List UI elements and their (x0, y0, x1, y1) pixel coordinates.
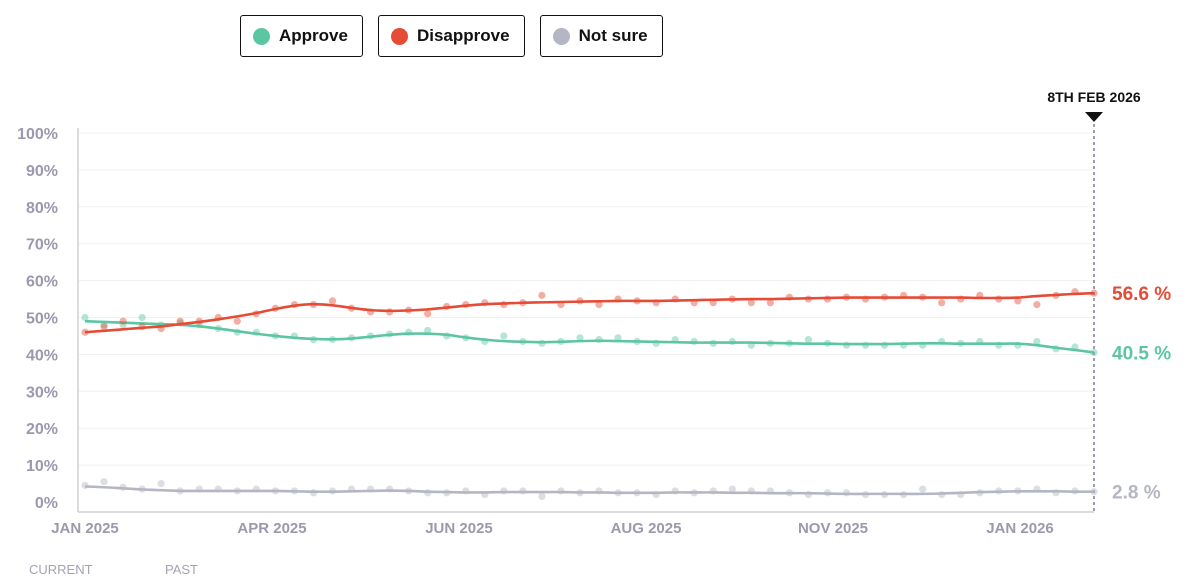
trend-line-approve (84, 319, 1095, 354)
poll-dot (81, 313, 89, 322)
past-tab[interactable]: PAST (165, 562, 198, 577)
y-tick-label: 70% (26, 237, 58, 254)
y-tick-label: 0% (35, 495, 58, 512)
poll-dot (538, 291, 546, 299)
poll-dot (766, 299, 774, 307)
poll-dot (119, 317, 127, 325)
poll-dot (595, 300, 603, 309)
poll-dot (804, 336, 813, 344)
legend-disapprove-button[interactable]: Disapprove (377, 15, 525, 57)
approve-swatch-icon (253, 27, 270, 45)
y-tick-label: 20% (26, 421, 58, 438)
x-tick-label: APR 2025 (237, 520, 306, 537)
poll-dot (1033, 300, 1041, 309)
poll-dot (919, 485, 927, 493)
y-tick-label: 90% (26, 163, 58, 180)
y-tick-label: 40% (26, 347, 58, 364)
legend-approve-button[interactable]: Approve (240, 15, 363, 57)
not-sure-swatch-icon (552, 27, 570, 45)
poll-dot (538, 492, 546, 501)
trend-line-not-sure (84, 485, 1095, 496)
trend-line-disapprove (84, 291, 1095, 334)
x-tick-label: JAN 2025 (51, 520, 119, 537)
legend-label: Approve (279, 26, 348, 45)
x-tick-label: JUN 2025 (425, 520, 493, 537)
poll-dot (728, 485, 736, 493)
poll-dot (576, 334, 584, 342)
poll-dot (328, 297, 337, 305)
poll-dot (1014, 297, 1022, 305)
poll-dot (138, 313, 146, 322)
legend: Approve Disapprove Not sure (240, 15, 663, 57)
marker-triangle-icon (1085, 112, 1103, 122)
poll-dot (157, 479, 165, 488)
x-tick-label: NOV 2025 (798, 520, 868, 537)
legend-not-sure-button[interactable]: Not sure (539, 15, 663, 57)
poll-dot (1033, 337, 1041, 346)
y-tick-label: 50% (26, 311, 58, 328)
x-tick-label: AUG 2025 (611, 520, 682, 537)
poll-dot (747, 299, 755, 307)
y-tick-label: 80% (26, 200, 58, 217)
poll-dot (100, 478, 108, 486)
poll-dot (100, 323, 108, 331)
y-tick-label: 100% (17, 126, 58, 143)
legend-label: Not sure (578, 26, 648, 45)
poll-dot (938, 299, 946, 307)
current-tab[interactable]: CURRENT (29, 562, 93, 577)
disapprove-swatch-icon (390, 27, 408, 45)
date-marker-label: 8TH FEB 2026 (1047, 89, 1141, 105)
legend-label: Disapprove (416, 26, 510, 45)
end-value-label: 40.5 % (1112, 344, 1171, 365)
poll-dot (614, 334, 622, 342)
x-tick-label: JAN 2026 (986, 520, 1054, 537)
end-value-label: 2.8 % (1112, 483, 1161, 504)
y-tick-label: 30% (26, 384, 58, 401)
poll-dot (500, 332, 508, 340)
poll-dot (233, 317, 241, 325)
end-value-label: 56.6 % (1112, 284, 1171, 305)
poll-dot (424, 326, 432, 335)
y-tick-label: 10% (26, 458, 58, 475)
y-tick-label: 60% (26, 274, 58, 291)
poll-dot (424, 310, 432, 318)
